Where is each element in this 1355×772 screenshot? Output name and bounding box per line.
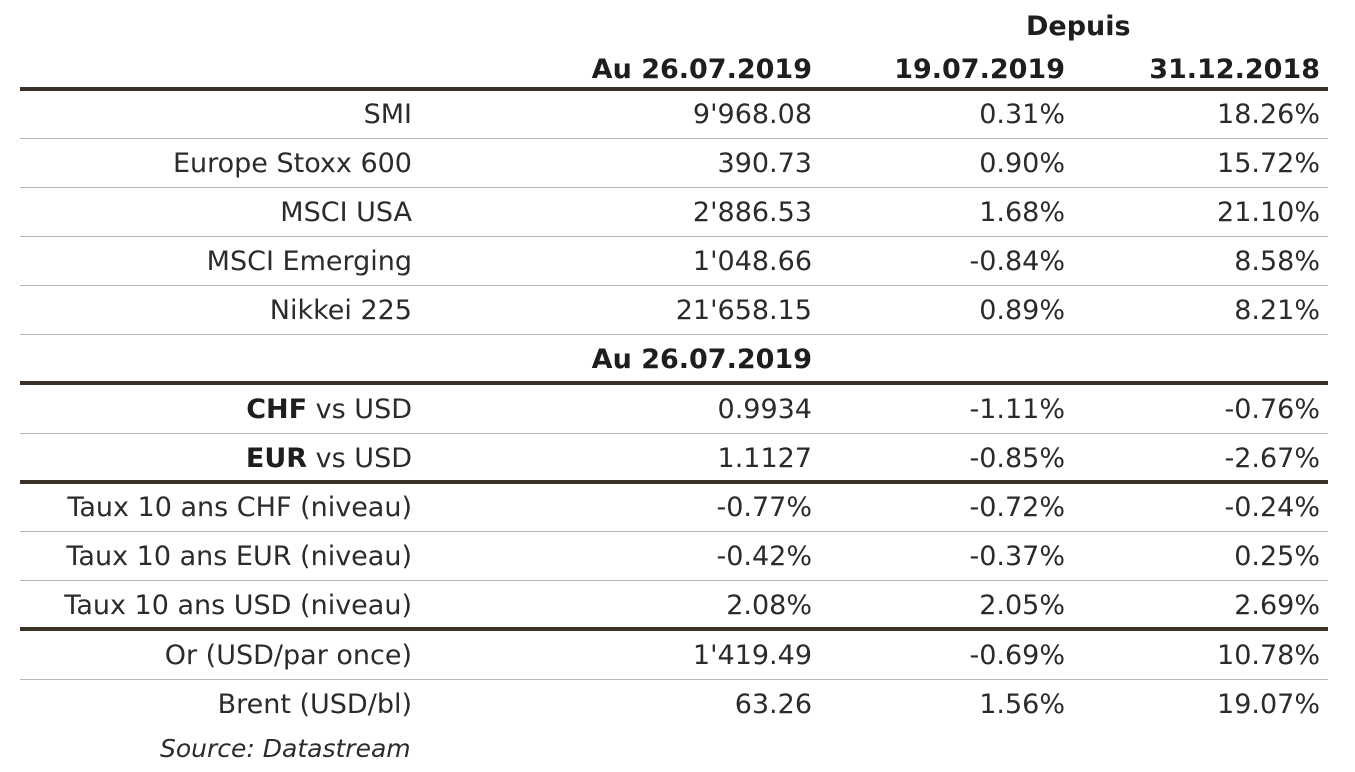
row-label: Taux 10 ans USD (niveau) — [64, 590, 412, 621]
row-value: -0.42% — [716, 541, 812, 572]
row-value: -0.77% — [716, 492, 812, 523]
row-ytd-change: -2.67% — [1224, 443, 1320, 474]
row-divider — [20, 334, 1328, 335]
row-value: 1'419.49 — [692, 640, 812, 671]
currency-suffix: vs USD — [307, 443, 412, 474]
row-value: 1'048.66 — [692, 246, 812, 277]
row-label: Taux 10 ans EUR (niveau) — [66, 541, 412, 572]
row-ytd-change: 0.25% — [1234, 541, 1320, 572]
header-col-current: Au 26.07.2019 — [591, 54, 812, 85]
currency-suffix: vs USD — [307, 394, 412, 425]
row-label: Taux 10 ans CHF (niveau) — [67, 492, 412, 523]
row-divider — [20, 580, 1328, 581]
row-ytd-change: 10.78% — [1217, 640, 1320, 671]
row-ytd-change: 21.10% — [1217, 197, 1320, 228]
row-week-change: -1.11% — [969, 394, 1065, 425]
row-week-change: -0.69% — [969, 640, 1065, 671]
row-value: 9'968.08 — [692, 99, 812, 130]
currency-code: CHF — [246, 394, 308, 425]
row-ytd-change: 2.69% — [1234, 590, 1320, 621]
header-depuis: Depuis — [1026, 11, 1131, 42]
row-value: 0.9934 — [717, 394, 812, 425]
row-ytd-change: -0.76% — [1224, 394, 1320, 425]
section-rule — [20, 480, 1328, 484]
source-note: Source: Datastream — [160, 734, 411, 763]
row-divider — [20, 236, 1328, 237]
header-col-week: 19.07.2019 — [894, 54, 1065, 85]
row-week-change: 0.89% — [979, 295, 1065, 326]
currency-code: EUR — [245, 443, 308, 474]
row-value: 2.08% — [726, 590, 812, 621]
row-divider — [20, 285, 1328, 286]
header-col-ytd: 31.12.2018 — [1149, 54, 1320, 85]
row-label: SMI — [363, 99, 412, 130]
row-label: Nikkei 225 — [269, 295, 412, 326]
row-label: Europe Stoxx 600 — [172, 148, 412, 179]
row-divider — [20, 187, 1328, 188]
row-ytd-change: 8.21% — [1234, 295, 1320, 326]
section-rule — [20, 627, 1328, 631]
row-ytd-change: -0.24% — [1224, 492, 1320, 523]
row-ytd-change: 19.07% — [1217, 689, 1320, 720]
row-week-change: -0.85% — [969, 443, 1065, 474]
row-week-change: 0.31% — [979, 99, 1065, 130]
row-value: 63.26 — [734, 689, 812, 720]
row-label: Or (USD/par once) — [164, 640, 412, 671]
row-ytd-change: 18.26% — [1217, 99, 1320, 130]
row-divider — [20, 138, 1328, 139]
row-label: EUR vs USD — [246, 445, 412, 472]
row-divider — [20, 531, 1328, 532]
row-ytd-change: 8.58% — [1234, 246, 1320, 277]
row-week-change: 1.56% — [979, 689, 1065, 720]
row-value: 21'658.15 — [675, 295, 812, 326]
row-value: 1.1127 — [717, 443, 812, 474]
header-rule — [20, 87, 1328, 91]
row-week-change: -0.84% — [969, 246, 1065, 277]
row-value: 2'886.53 — [692, 197, 812, 228]
row-week-change: -0.37% — [969, 541, 1065, 572]
row-ytd-change: 15.72% — [1217, 148, 1320, 179]
section-rule — [20, 381, 1328, 385]
row-week-change: 1.68% — [979, 197, 1065, 228]
row-label: CHF vs USD — [246, 396, 412, 423]
row-week-change: 2.05% — [979, 590, 1065, 621]
row-divider — [20, 679, 1328, 680]
row-week-change: 0.90% — [979, 148, 1065, 179]
row-week-change: -0.72% — [969, 492, 1065, 523]
row-value: 390.73 — [717, 148, 812, 179]
row-label: MSCI Emerging — [206, 246, 412, 277]
row-divider — [20, 433, 1328, 434]
row-label: Brent (USD/bl) — [217, 689, 412, 720]
section-header-current: Au 26.07.2019 — [591, 344, 812, 375]
row-label: MSCI USA — [280, 197, 412, 228]
